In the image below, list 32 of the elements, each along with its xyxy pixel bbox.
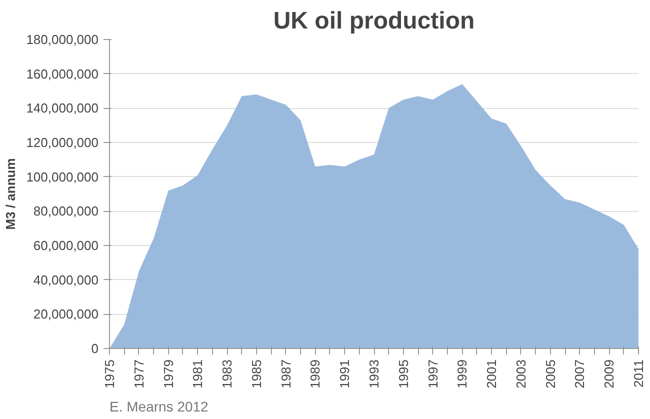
x-tick-label: 1975 xyxy=(102,360,117,388)
x-tick-label: 2007 xyxy=(572,360,588,388)
y-tick-label: 120,000,000 xyxy=(26,135,99,150)
x-tick-label: 1977 xyxy=(131,360,146,388)
x-tick-label: 1999 xyxy=(454,360,470,388)
x-tick-label: 1985 xyxy=(248,360,264,388)
x-tick-label: 2009 xyxy=(602,360,617,388)
y-tick-label: 80,000,000 xyxy=(33,204,99,219)
y-tick-label: 40,000,000 xyxy=(33,272,99,288)
y-axis-title: M3 / annum xyxy=(3,158,18,230)
x-tick-label: 1981 xyxy=(190,360,206,388)
y-tick-label: 160,000,000 xyxy=(26,66,99,82)
x-tick-label: 2001 xyxy=(484,360,500,388)
y-tick-label: 0 xyxy=(91,341,99,356)
y-tick-label: 180,000,000 xyxy=(26,32,99,47)
y-tick-label: 20,000,000 xyxy=(33,306,99,322)
x-tick-label: 2011 xyxy=(631,359,646,388)
x-tick-label: 1983 xyxy=(220,360,235,388)
y-tick-label: 140,000,000 xyxy=(26,100,99,116)
text: E. Mearns 2012 xyxy=(110,398,209,414)
x-tick-label: 1991 xyxy=(337,360,352,388)
x-tick-label: 1987 xyxy=(278,360,294,388)
x-tick-label: 2005 xyxy=(542,360,558,388)
x-tick-label: 2003 xyxy=(513,360,528,388)
x-tick-label: 1993 xyxy=(366,360,382,388)
x-tick-label: 1995 xyxy=(396,360,411,388)
chart-title: UK oil production xyxy=(273,8,475,34)
y-tick-label: 60,000,000 xyxy=(33,238,99,253)
y-tick-label: 100,000,000 xyxy=(26,169,99,184)
x-tick-label: 1997 xyxy=(425,360,440,388)
x-tick-label: 1989 xyxy=(308,360,323,388)
x-tick-label: 1979 xyxy=(160,360,176,388)
